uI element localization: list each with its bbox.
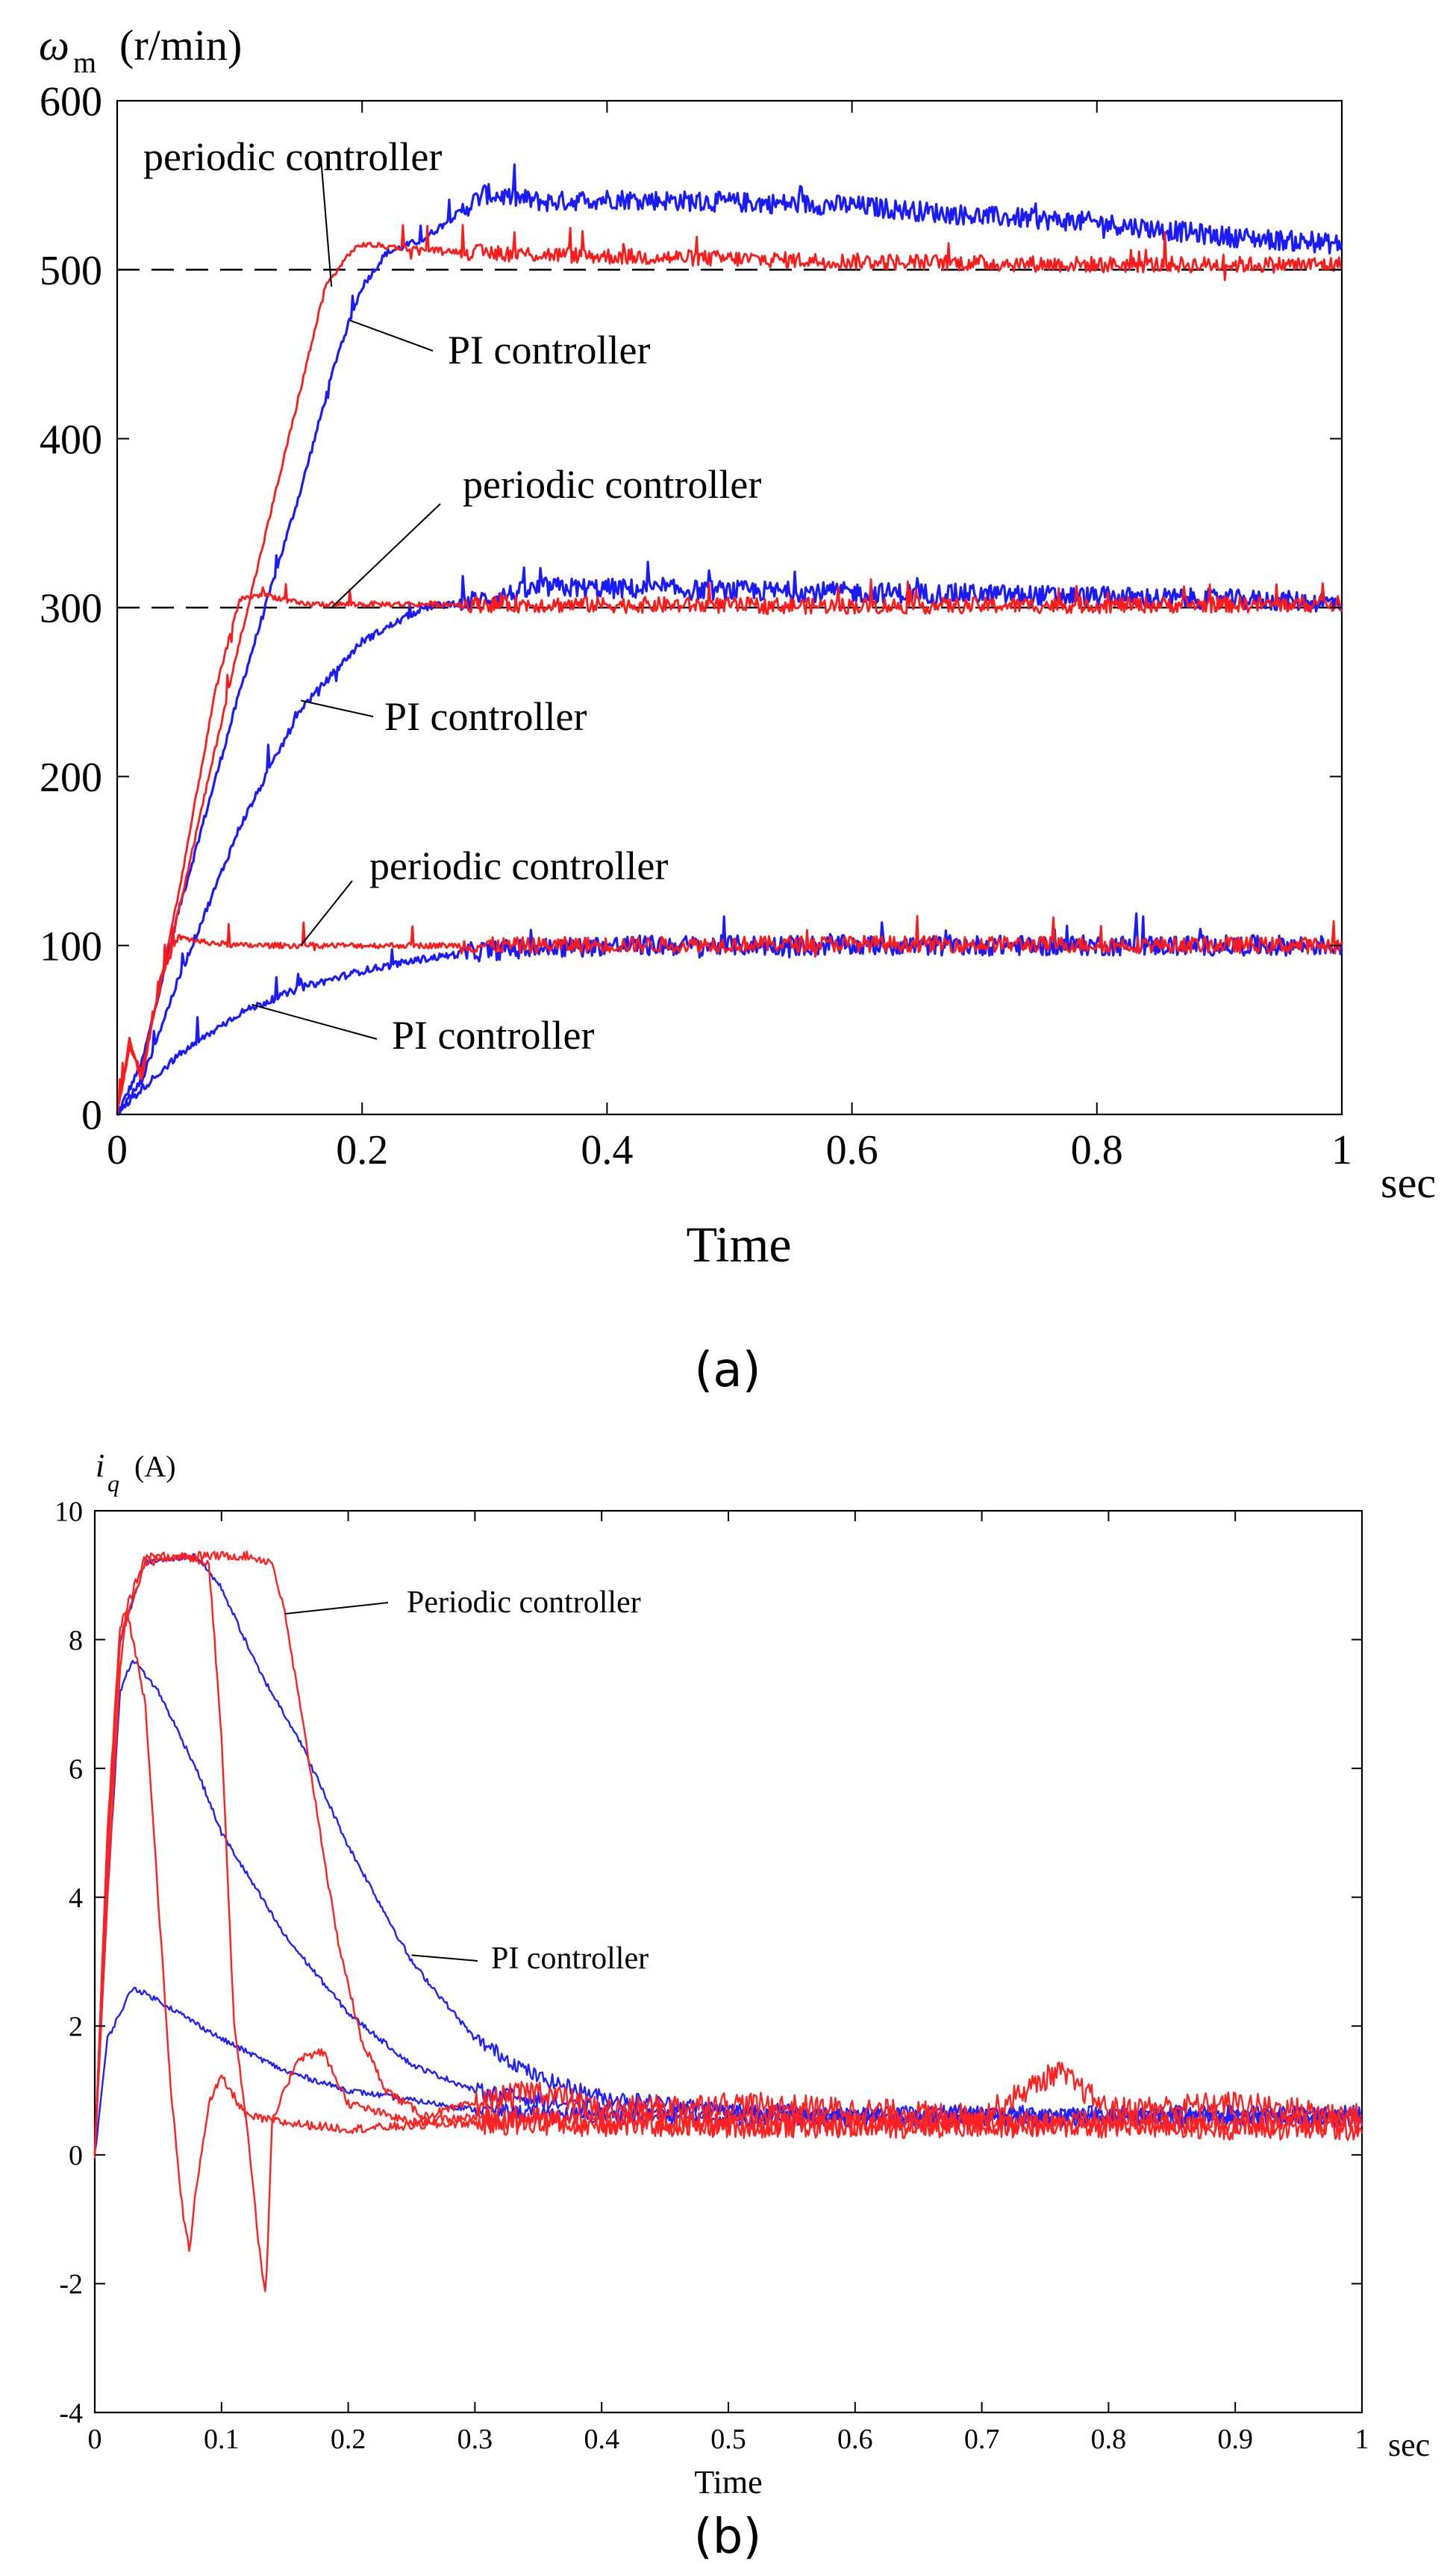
x-tick-label: 0.4 [584, 2424, 619, 2455]
x-tick-label: 0.5 [710, 2424, 746, 2455]
y-tick-label: 0 [81, 1093, 102, 1139]
chart-panel-b: -4 -2 0 2 4 6 8 10 0 0.1 0.2 0.3 0.4 0.5 0.6 0.7 0.8 0.9 1… [54, 1447, 1430, 2564]
x-tick-label: 0.2 [331, 2424, 366, 2455]
x-tick-label: 0.1 [204, 2424, 240, 2455]
y-axis-symbol-a: ω [39, 21, 69, 69]
y-tick-label: 8 [69, 1625, 83, 1656]
x-tick-label: 0.4 [581, 1127, 633, 1173]
x-tick-label: 0 [107, 1127, 128, 1173]
series-line [116, 224, 1343, 1115]
annotation-leader [320, 157, 333, 287]
annotation-leader [300, 699, 374, 717]
y-axis-symbol-b: i [96, 1447, 104, 1484]
annotation-label: PI controller [491, 1941, 649, 1976]
series-line [93, 1553, 1363, 2153]
annotation-leader [300, 880, 353, 946]
y-tick-label: -2 [59, 2269, 83, 2301]
y-axis-subscript-a: m [73, 46, 96, 79]
annotation-leader [349, 319, 434, 352]
x-tick-label: 1 [1355, 2424, 1369, 2455]
x-tick-label: 0.7 [964, 2424, 1000, 2455]
x-tick-label: 0.3 [457, 2424, 493, 2455]
series-line [93, 1553, 1363, 2292]
y-axis-subscript-b: q [107, 1470, 119, 1497]
series-line [116, 914, 1343, 1113]
plot-frame-b [93, 1509, 1363, 2414]
y-tick-label: 500 [40, 248, 102, 294]
x-tick-label: 1 [1331, 1127, 1352, 1173]
y-tick-label: 200 [40, 755, 102, 801]
y-tick-label: 6 [69, 1753, 83, 1785]
series-line [93, 1550, 1363, 2159]
y-tick-label: 400 [40, 417, 102, 463]
x-unit-a: sec [1381, 1158, 1436, 1207]
x-tick-label: 0.9 [1217, 2424, 1253, 2455]
series-line [116, 163, 1343, 1114]
chart-panel-a: 0 100 200 300 400 500 600 0 0.2 0.4 0.6 0.8 1 period… [39, 21, 1436, 1398]
y-axis-unit-a: (r/min) [119, 21, 242, 69]
y-tick-label: 100 [40, 923, 102, 970]
annotation-label: periodic controller [143, 134, 442, 179]
x-tick-label: 0.6 [837, 2424, 873, 2455]
y-tick-label: 600 [40, 79, 102, 125]
annotation-label: periodic controller [369, 843, 668, 888]
series-line [116, 578, 1343, 1115]
x-axis-label-a: Time [686, 1216, 791, 1273]
y-tick-label: 2 [69, 2012, 83, 2043]
annotation-label: Periodic controller [407, 1585, 641, 1620]
annotation-label: PI controller [392, 1013, 594, 1058]
x-axis-label-b: Time [694, 2464, 762, 2501]
y-tick-label: 10 [54, 1496, 83, 1527]
y-tick-label: -4 [59, 2398, 83, 2429]
panel-label-a: (a) [694, 1343, 760, 1398]
annotation-label: PI controller [448, 328, 650, 372]
y-tick-label: 4 [69, 1883, 83, 1914]
series-line [93, 1608, 1363, 2252]
x-tick-label: 0.8 [1091, 2424, 1127, 2455]
annotation-leader [284, 1602, 389, 1615]
annotation-label: periodic controller [463, 462, 761, 507]
x-unit-b: sec [1388, 2427, 1430, 2463]
annotation-label: PI controller [384, 694, 587, 739]
x-tick-label: 0.8 [1071, 1127, 1123, 1173]
x-tick-label: 0.2 [336, 1127, 388, 1173]
annotation-leader [331, 503, 441, 608]
x-tick-label: 0.6 [826, 1127, 878, 1173]
series-line [93, 1659, 1363, 2154]
y-tick-label: 0 [69, 2140, 83, 2171]
series-line [116, 561, 1343, 1115]
y-axis-unit-b: (A) [134, 1450, 176, 1483]
x-tick-label: 0 [88, 2424, 102, 2455]
panel-label-b: (b) [694, 2510, 762, 2564]
annotation-leader [251, 1003, 378, 1040]
annotation-leader [411, 1954, 478, 1962]
y-tick-label: 300 [40, 586, 102, 632]
